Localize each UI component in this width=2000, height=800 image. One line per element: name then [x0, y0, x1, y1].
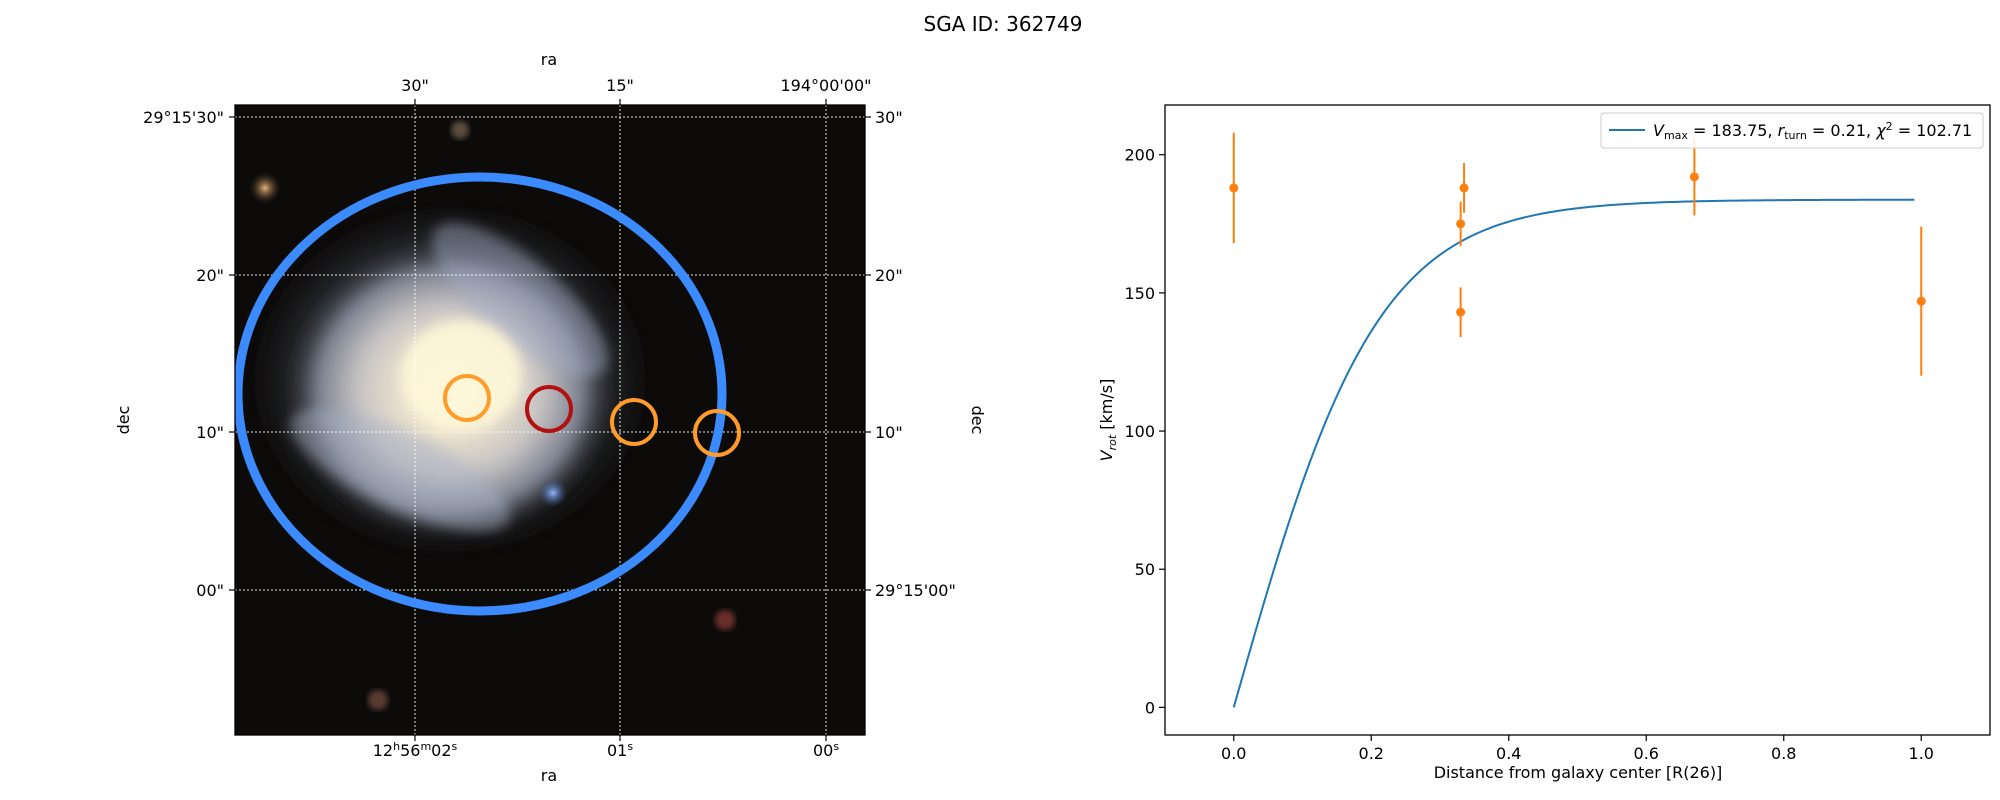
data-point — [1916, 296, 1926, 306]
image-ticks — [229, 99, 871, 741]
right-tick-label: 10" — [875, 423, 903, 442]
r26-ellipse — [235, 172, 727, 616]
data-point — [1456, 307, 1466, 317]
spiral-arm — [290, 408, 510, 532]
legend-box — [1600, 112, 1984, 149]
top-tick-label: 194°00'00" — [780, 76, 871, 95]
aperture-highlight — [525, 385, 573, 433]
bottom-axis-title: ra — [541, 766, 557, 785]
x-tick-label: 1.0 — [1909, 744, 1934, 763]
data-point — [1456, 219, 1466, 229]
right-tick-label: 29°15'00" — [875, 581, 956, 600]
aperture-offset — [693, 409, 741, 457]
background-star — [249, 172, 281, 204]
bottom-tick-label: 00s — [813, 740, 839, 760]
figure-title: SGA ID: 362749 — [924, 12, 1083, 36]
x-tick-label: 0.6 — [1634, 744, 1659, 763]
wcs-grid — [235, 105, 865, 735]
bottom-tick-label: 12h56m02s — [373, 740, 458, 760]
x-tick-label: 0.2 — [1359, 744, 1384, 763]
data-point — [1459, 183, 1469, 193]
plot-ticks: 0.0 0.2 0.4 0.6 0.8 1.0 0 50 100 150 200 — [1124, 146, 1934, 763]
data-point — [1689, 172, 1699, 182]
aperture-center — [443, 374, 491, 422]
y-tick-label: 100 — [1124, 422, 1155, 441]
y-tick-label: 0 — [1145, 698, 1155, 717]
right-tick-label: 30" — [875, 108, 903, 127]
right-axis-title: dec — [968, 406, 987, 435]
top-axis-title: ra — [541, 50, 557, 69]
top-tick-label: 15" — [606, 76, 634, 95]
x-axis-title: Distance from galaxy center [R(26)] — [1434, 763, 1723, 782]
x-tick-label: 0.4 — [1496, 744, 1521, 763]
left-tick-label: 20" — [196, 266, 224, 285]
right-tick-label: 20" — [875, 266, 903, 285]
top-tick-label: 30" — [401, 76, 429, 95]
plot-frame — [1164, 104, 1991, 736]
y-tick-label: 150 — [1124, 284, 1155, 303]
legend: Vmax = 183.75, rturn = 0.21, χ2 = 102.71 — [1600, 112, 1984, 149]
image-frame — [234, 104, 866, 736]
x-tick-label: 0.8 — [1771, 744, 1796, 763]
bottom-tick-label: 01s — [607, 740, 633, 760]
y-tick-label: 50 — [1135, 560, 1155, 579]
spiral-arm — [431, 222, 609, 378]
blue-knot — [539, 479, 567, 507]
background-star — [715, 610, 735, 630]
plot-marks — [1229, 132, 1926, 708]
galaxy-image — [235, 105, 865, 735]
background-star — [368, 690, 388, 710]
left-axis-title: dec — [114, 406, 133, 435]
left-tick-label: 00" — [196, 581, 224, 600]
x-tick-label: 0.0 — [1221, 744, 1246, 763]
aperture-offset — [610, 398, 658, 446]
model-curve — [1232, 198, 1915, 708]
data-point — [1229, 183, 1239, 193]
legend-label: Vmax = 183.75, rturn = 0.21, χ2 = 102.71 — [1653, 120, 1972, 142]
image-panel: 30" 15" 194°00'00" ra 12h56m02s 01s 00s … — [114, 50, 987, 785]
background-star — [451, 121, 469, 139]
y-axis-title: Vrot [km/s] — [1097, 379, 1119, 462]
rotation-curve-plot: 0.0 0.2 0.4 0.6 0.8 1.0 0 50 100 150 200 Distance … — [1097, 104, 1991, 782]
left-tick-label: 10" — [196, 423, 224, 442]
left-tick-label: 29°15'30" — [143, 108, 224, 127]
y-tick-label: 200 — [1124, 146, 1155, 165]
